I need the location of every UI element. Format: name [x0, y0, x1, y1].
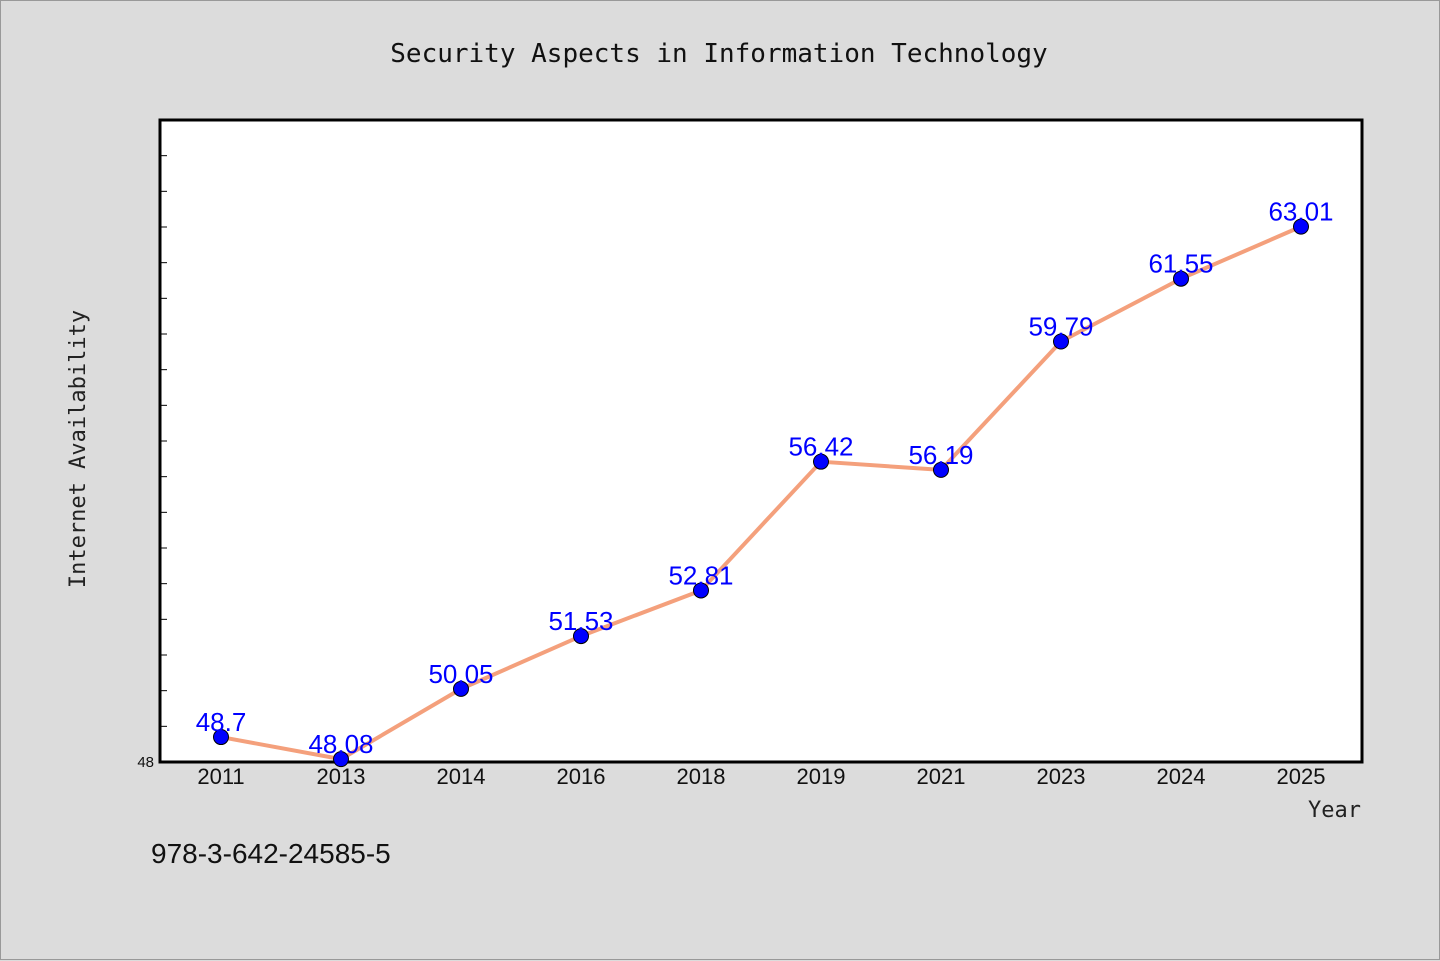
data-point: [1173, 270, 1189, 287]
x-tick-label: 2025: [1277, 764, 1326, 789]
y-axis-ticks: [160, 155, 167, 727]
data-point: [813, 453, 829, 470]
y-axis-label: Internet Availability: [66, 310, 91, 588]
isbn-footnote: 978-3-642-24585-5: [151, 838, 391, 869]
x-tick-label: 2016: [557, 764, 606, 789]
data-point: [1053, 333, 1069, 350]
data-label: 61.55: [1148, 249, 1213, 279]
data-point: [213, 729, 229, 746]
data-point: [333, 751, 349, 768]
x-tick-label: 2019: [797, 764, 846, 789]
x-tick-label: 2021: [917, 764, 966, 789]
x-axis-label: Year: [1308, 798, 1361, 823]
data-label-group: 48.7 48.08 50.05 51.53 52.81 56.42 56.19 59.79 6…: [196, 197, 1334, 760]
data-label: 48.08: [308, 729, 373, 759]
data-point: [693, 582, 709, 599]
data-label: 63.01: [1268, 197, 1333, 227]
y-tick-label-min: 48: [137, 754, 154, 771]
x-tick-label: 2013: [317, 764, 366, 789]
x-tick-label: 2014: [437, 764, 486, 789]
chart-title: Security Aspects in Information Technolo…: [390, 39, 1047, 69]
series-line: [220, 224, 1302, 762]
data-point: [453, 680, 469, 697]
x-tick-label: 2011: [197, 764, 244, 789]
x-tick-label: 2023: [1037, 764, 1086, 789]
x-tick-label: 2024: [1157, 764, 1206, 789]
plot-area: [158, 118, 1364, 764]
x-tick-label: 2018: [677, 764, 726, 789]
data-label: 48.7: [196, 707, 247, 737]
data-point: [933, 461, 949, 478]
data-label: 50.05: [428, 659, 493, 689]
data-label: 52.81: [668, 560, 733, 590]
data-label: 59.79: [1028, 311, 1093, 341]
data-label: 56.19: [908, 440, 973, 470]
x-axis-tick-labels: 2011 2013 2014 2016 2018 2019 2021 2023 2024 2025: [197, 764, 1325, 789]
marker-group: [213, 218, 1309, 768]
data-label: 51.53: [548, 606, 613, 636]
data-point: [573, 628, 589, 645]
series-line-group: [220, 224, 1302, 762]
data-point: [1293, 218, 1309, 235]
data-label: 56.42: [788, 432, 853, 462]
